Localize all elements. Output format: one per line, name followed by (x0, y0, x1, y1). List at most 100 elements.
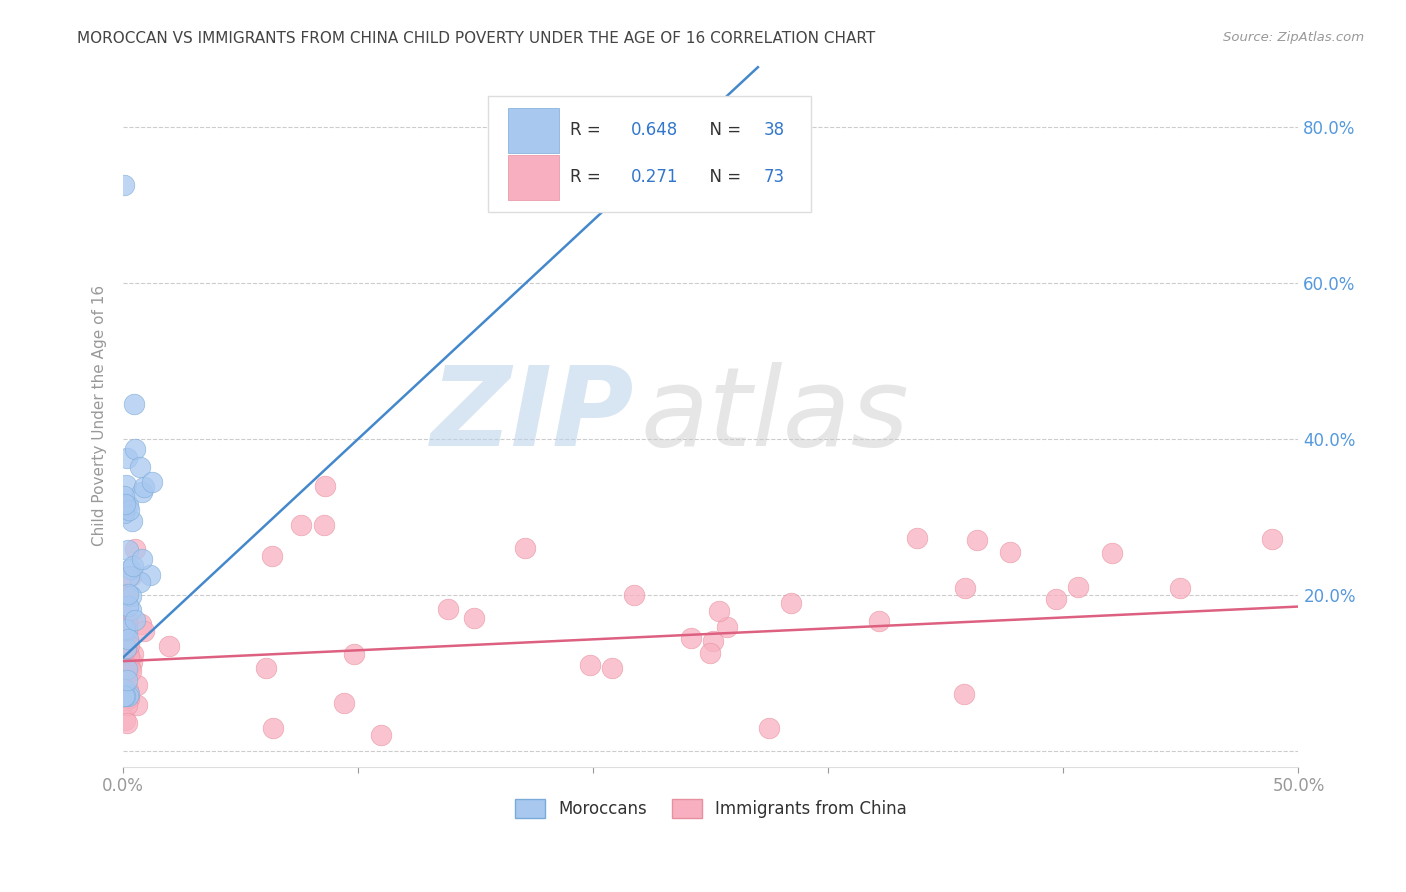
Point (121, 514, 143, 528)
Point (114, 477, 136, 491)
Point (118, 638, 141, 652)
Point (141, 475, 163, 489)
Text: 0.648: 0.648 (631, 121, 678, 139)
Point (124, 442, 146, 456)
Point (115, 698, 138, 713)
Point (1045, 592, 1067, 607)
Point (117, 498, 139, 512)
FancyBboxPatch shape (508, 108, 560, 153)
Point (114, 618, 136, 632)
Point (1260, 533, 1282, 547)
Point (114, 626, 136, 640)
Point (114, 634, 136, 648)
Text: atlas: atlas (640, 362, 910, 469)
Point (117, 682, 139, 697)
Point (114, 655, 136, 669)
Point (125, 698, 148, 712)
Point (115, 641, 138, 656)
Point (115, 623, 138, 637)
Point (953, 687, 976, 701)
Point (129, 575, 152, 590)
Text: ZIP: ZIP (432, 362, 634, 469)
Point (114, 623, 136, 637)
Point (314, 478, 336, 492)
Point (120, 590, 142, 604)
Point (117, 599, 139, 613)
Point (120, 661, 142, 675)
Text: R =: R = (569, 121, 606, 139)
Point (780, 596, 803, 610)
Text: 73: 73 (763, 169, 785, 186)
Point (114, 666, 136, 681)
Point (122, 396, 145, 410)
Point (114, 682, 136, 697)
Point (115, 613, 138, 627)
Point (129, 616, 152, 631)
Point (117, 690, 139, 705)
Point (905, 531, 928, 545)
Point (134, 480, 156, 494)
Point (118, 562, 141, 576)
Point (127, 678, 149, 692)
Point (1168, 581, 1191, 595)
Point (515, 541, 537, 555)
Point (600, 661, 623, 675)
Point (114, 690, 136, 704)
Point (120, 664, 142, 678)
Point (117, 632, 139, 647)
FancyBboxPatch shape (508, 154, 560, 200)
Point (115, 589, 138, 603)
Point (117, 503, 139, 517)
Text: 0.271: 0.271 (631, 169, 679, 186)
Point (129, 459, 152, 474)
Point (290, 517, 312, 532)
Point (117, 638, 139, 652)
Point (132, 624, 155, 638)
Point (114, 489, 136, 503)
Point (333, 696, 356, 710)
Point (707, 603, 730, 617)
Point (114, 713, 136, 727)
Point (114, 622, 136, 636)
Point (262, 721, 284, 735)
Y-axis label: Child Poverty Under the Age of 16: Child Poverty Under the Age of 16 (93, 285, 107, 546)
Point (115, 662, 138, 676)
Point (118, 569, 141, 583)
Point (114, 640, 136, 655)
Point (702, 633, 724, 648)
Point (115, 588, 138, 602)
Legend: Moroccans, Immigrants from China: Moroccans, Immigrants from China (508, 792, 914, 825)
Point (124, 613, 146, 627)
Point (115, 618, 138, 632)
Point (343, 647, 366, 661)
Text: 38: 38 (763, 121, 785, 139)
Text: N =: N = (699, 121, 747, 139)
Point (131, 552, 153, 566)
Text: Source: ZipAtlas.com: Source: ZipAtlas.com (1223, 31, 1364, 45)
Point (578, 657, 600, 672)
Point (758, 721, 780, 735)
Point (114, 178, 136, 192)
Point (131, 485, 153, 500)
Point (114, 659, 136, 673)
FancyBboxPatch shape (488, 95, 811, 211)
Point (463, 611, 485, 625)
Point (114, 610, 136, 624)
Point (679, 631, 702, 645)
Point (157, 639, 180, 653)
Point (139, 568, 162, 582)
Point (1101, 546, 1123, 560)
Point (254, 661, 277, 675)
Point (114, 506, 136, 520)
Point (117, 690, 139, 704)
Point (121, 655, 143, 669)
Text: R =: R = (569, 169, 606, 186)
Point (118, 687, 141, 701)
Point (953, 581, 976, 595)
Point (868, 614, 890, 628)
Point (117, 587, 139, 601)
Point (115, 647, 138, 661)
Point (114, 639, 136, 653)
Point (118, 649, 141, 664)
Point (1067, 581, 1090, 595)
